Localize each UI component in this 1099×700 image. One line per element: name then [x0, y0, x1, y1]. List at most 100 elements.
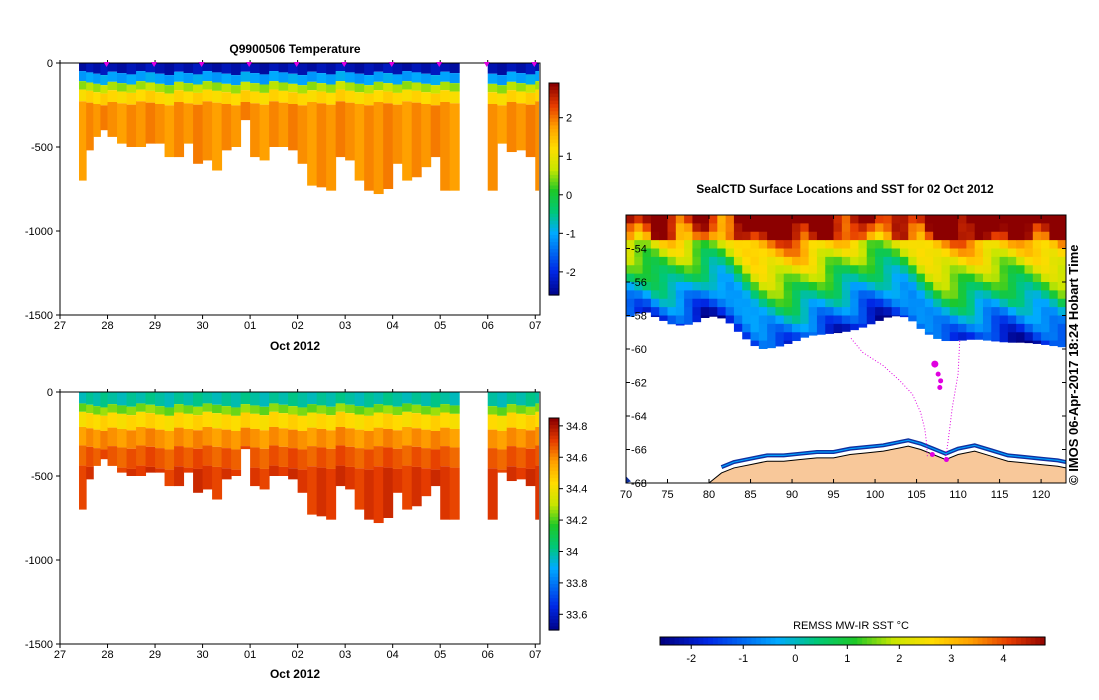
profile-cell	[100, 430, 109, 450]
profile-cell	[79, 403, 87, 412]
colorbar-cell	[549, 569, 559, 575]
profile-cell	[202, 392, 213, 404]
sst-cell	[850, 215, 859, 224]
colorbar-tick-label: 34.2	[566, 515, 587, 527]
profile-cell	[430, 392, 441, 408]
sst-cell	[841, 290, 851, 300]
sst-cell	[883, 231, 893, 241]
profile-cell	[354, 448, 365, 469]
sst-cell	[800, 256, 810, 266]
profile-cell	[497, 415, 508, 431]
sst-cell	[742, 315, 751, 325]
colorbar-tick-label: 34.6	[566, 452, 587, 464]
colorbar-cell	[915, 637, 921, 645]
sst-cell	[891, 223, 901, 233]
sst-cell	[626, 223, 635, 233]
profile-cell	[535, 63, 540, 72]
sst-cell	[700, 231, 710, 241]
profile-cell	[421, 448, 432, 469]
sst-cell	[692, 223, 702, 233]
sst-cell	[991, 248, 1000, 258]
colorbar-cell	[881, 637, 887, 645]
sst-cell	[991, 332, 1000, 342]
sst-cell	[675, 240, 685, 249]
colorbar-cell	[549, 619, 559, 624]
profile-cell	[193, 430, 204, 449]
profile-cell	[326, 448, 337, 469]
sst-cell	[675, 256, 685, 266]
profile-cell	[79, 426, 87, 446]
profile-cell	[79, 465, 87, 510]
sst-cell	[767, 323, 776, 333]
sst-cell	[941, 323, 951, 333]
sst-cell	[982, 256, 992, 266]
sst-cell	[966, 223, 976, 233]
profile-cell	[193, 92, 204, 105]
sst-cell	[1024, 290, 1034, 300]
sst-cell	[709, 240, 718, 249]
profile-cell	[411, 63, 422, 73]
sst-cell	[999, 273, 1009, 283]
sst-cell	[1032, 332, 1042, 342]
sst-cell	[800, 323, 810, 333]
profile-cell	[250, 103, 261, 158]
sst-cell	[684, 282, 693, 291]
profile-cell	[364, 63, 375, 76]
sst-cell	[816, 332, 826, 335]
colorbar-cell	[549, 471, 559, 476]
sst-cell	[866, 240, 876, 249]
sst-cell	[1024, 298, 1034, 308]
profile-cell	[297, 85, 308, 94]
sst-cell	[1024, 256, 1034, 266]
sst-cell	[783, 323, 793, 333]
profile-cell	[126, 74, 137, 85]
lon-tick-label: 70	[620, 489, 632, 501]
sst-cell	[692, 256, 702, 266]
profile-cell	[525, 92, 536, 105]
colorbar-cell	[549, 273, 559, 278]
plot-frame	[59, 391, 541, 645]
sst-cell	[982, 315, 992, 325]
profile-cell	[164, 105, 175, 158]
sst-cell	[833, 307, 843, 316]
sst-cell	[841, 231, 851, 241]
sst-cell	[634, 240, 644, 249]
profile-cell	[269, 71, 280, 82]
profile-cell	[79, 81, 87, 90]
colorbar-cell	[814, 637, 820, 645]
sst-cell	[949, 215, 959, 224]
profile-cell	[221, 92, 232, 104]
sst-cell	[659, 273, 668, 283]
profile-cell	[373, 412, 384, 428]
profile-cell	[117, 467, 128, 473]
sst-cell	[941, 298, 951, 308]
profile-cell	[93, 73, 101, 84]
colorbar-cell	[871, 637, 878, 645]
profile-marker	[388, 62, 395, 67]
sst-cell	[999, 231, 1009, 241]
sst-cell	[1032, 215, 1042, 224]
sst-cell	[650, 282, 660, 291]
sst-cell	[1024, 223, 1034, 233]
sst-cell	[958, 248, 967, 258]
lat-tick-label: -56	[631, 277, 647, 289]
profile-cell	[373, 71, 384, 82]
profile-cell	[93, 392, 101, 407]
sst-cell	[808, 223, 818, 233]
sst-cell	[684, 265, 693, 275]
profile-cell	[126, 448, 137, 469]
sst-cell	[982, 248, 992, 258]
profile-cell	[516, 467, 527, 480]
sst-cell	[675, 265, 685, 275]
sst-cell	[916, 256, 926, 266]
sst-cell	[991, 323, 1000, 333]
coastal-feature	[626, 476, 631, 483]
x-tick-label: 02	[291, 649, 303, 661]
profile-cell	[392, 92, 403, 105]
sst-cell	[650, 215, 660, 224]
profile-cell	[117, 103, 128, 144]
profile-cell	[155, 73, 166, 84]
sst-cell	[684, 215, 693, 224]
sst-cell	[841, 248, 851, 258]
